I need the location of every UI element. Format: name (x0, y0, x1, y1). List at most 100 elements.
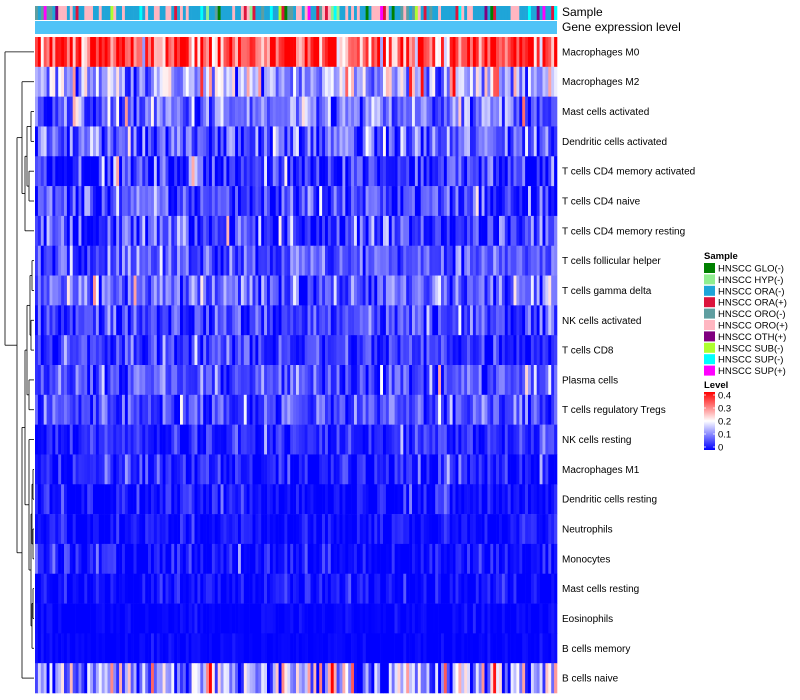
heatmap-cell (522, 633, 526, 664)
heatmap-cell (322, 603, 326, 634)
heatmap-cell (124, 245, 129, 276)
heatmap-cell (348, 305, 352, 336)
heatmap-cell (122, 573, 126, 604)
heatmap-cell (101, 394, 105, 425)
heatmap-cell (203, 245, 207, 276)
heatmap-cell (238, 66, 242, 97)
heatmap-cell (40, 663, 44, 694)
heatmap-cell (397, 454, 401, 485)
heatmap-cell (481, 96, 485, 127)
heatmap-cell (528, 305, 532, 336)
heatmap-cell (168, 156, 172, 187)
heatmap-cell (197, 66, 201, 97)
heatmap-cell (388, 663, 392, 694)
heatmap-cell (525, 215, 529, 247)
heatmap-cell (122, 275, 126, 306)
heatmap-cell (293, 37, 297, 68)
heatmap-cell (127, 633, 131, 664)
heatmap-cell (475, 186, 479, 217)
heatmap-cell (55, 573, 59, 604)
heatmap-cell (501, 126, 506, 157)
heatmap-cell (46, 514, 50, 545)
heatmap-cell (235, 394, 239, 425)
sample-annotation-cell (319, 6, 323, 20)
heatmap-cell (37, 245, 42, 276)
heatmap-cell (414, 305, 419, 336)
sample-annotation-cell (142, 6, 146, 20)
heatmap-cell (69, 603, 73, 634)
heatmap-cell (307, 335, 311, 366)
heatmap-cell (46, 245, 50, 276)
heatmap-cell (374, 573, 378, 604)
heatmap-cell (281, 37, 285, 68)
heatmap-cell (191, 484, 195, 515)
heatmap-cell (385, 663, 390, 694)
heatmap-cell (98, 66, 102, 97)
heatmap-cell (238, 394, 242, 425)
heatmap-cell (316, 335, 320, 366)
heatmap-cell (501, 66, 506, 97)
heatmap-cell (148, 514, 152, 545)
heatmap-cell (232, 66, 236, 97)
heatmap-cell (240, 365, 245, 396)
heatmap-cell (310, 663, 314, 694)
heatmap-cell (203, 37, 207, 68)
heatmap-cell (246, 603, 250, 634)
heatmap-cell (319, 186, 323, 217)
heatmap-cell (180, 335, 184, 366)
heatmap-cell (441, 66, 445, 97)
heatmap-cell (356, 573, 361, 604)
heatmap-cell (417, 156, 421, 187)
heatmap-cell (487, 454, 491, 485)
heatmap-cell (490, 484, 494, 515)
heatmap-cell (101, 663, 105, 694)
heatmap-cell (316, 424, 320, 455)
heatmap-cell (307, 66, 311, 97)
heatmap-cell (223, 186, 227, 217)
heatmap-cell (426, 66, 430, 97)
heatmap-cell (429, 245, 433, 276)
heatmap-cell (455, 573, 459, 604)
heatmap-cell (342, 335, 346, 366)
heatmap-cell (267, 603, 271, 634)
heatmap-cell (530, 66, 535, 97)
heatmap-cell (356, 394, 361, 425)
heatmap-cell (435, 66, 439, 97)
heatmap-cell (380, 365, 384, 396)
heatmap-cell (467, 543, 471, 575)
heatmap-cell (35, 126, 39, 157)
heatmap-cell (313, 96, 317, 127)
heatmap-cell (98, 633, 102, 664)
heatmap-cell (455, 603, 459, 634)
heatmap-cell (400, 275, 404, 306)
heatmap-cell (551, 543, 555, 575)
heatmap-cell (267, 305, 271, 336)
heatmap-cell (359, 245, 363, 276)
heatmap-cell (478, 454, 482, 485)
heatmap-cell (95, 126, 100, 157)
heatmap-cell (478, 335, 482, 366)
heatmap-cell (84, 156, 88, 187)
heatmap-cell (461, 275, 465, 306)
heatmap-cell (156, 424, 160, 455)
heatmap-cell (470, 245, 474, 276)
heatmap-cell (368, 365, 372, 396)
heatmap-cell (362, 394, 366, 425)
heatmap-cell (113, 573, 117, 604)
heatmap-cell (156, 573, 160, 604)
heatmap-cell (284, 365, 288, 396)
heatmap-cell (66, 633, 71, 664)
heatmap-cell (301, 66, 305, 97)
heatmap-cell (240, 424, 245, 455)
heatmap-cell (278, 424, 282, 455)
heatmap-cell (275, 603, 279, 634)
heatmap-cell (339, 96, 343, 127)
heatmap-cell (58, 484, 62, 515)
heatmap-cell (43, 275, 47, 306)
heatmap-cell (145, 156, 149, 187)
heatmap-cell (93, 335, 97, 366)
heatmap-cell (391, 394, 395, 425)
heatmap-cell (522, 365, 526, 396)
heatmap-cell (400, 365, 404, 396)
heatmap-cell (177, 543, 181, 575)
